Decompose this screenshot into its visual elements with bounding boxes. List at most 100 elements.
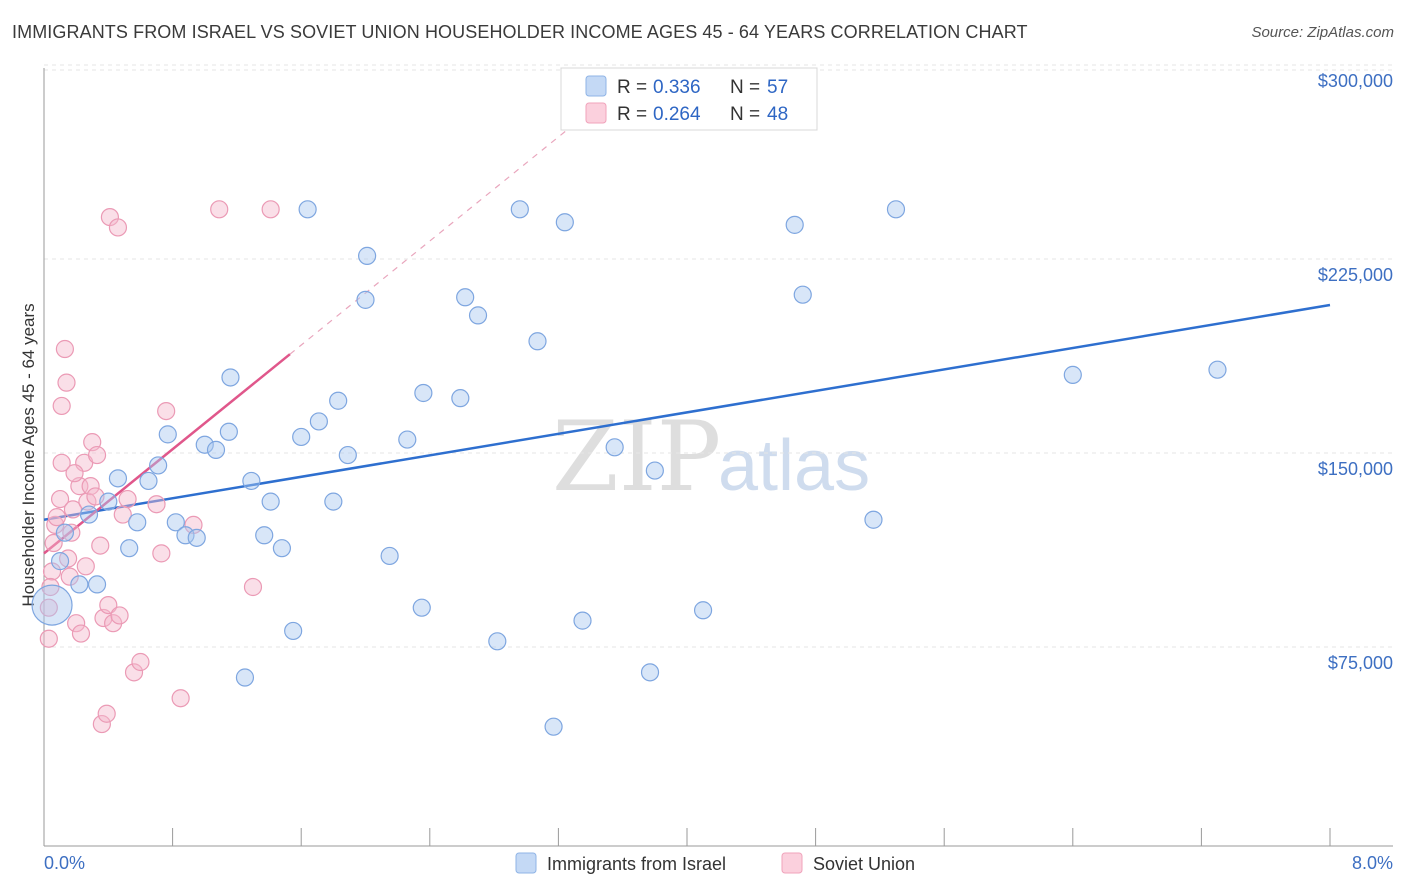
data-point-soviet (41, 577, 60, 597)
data-point-israel (272, 539, 292, 558)
data-point-israel (640, 663, 660, 682)
data-point-israel (99, 492, 118, 511)
trend-lines (43, 123, 1331, 555)
data-point-soviet (47, 508, 66, 527)
data-point-soviet (108, 218, 128, 237)
data-point-israel (70, 575, 89, 594)
bottom-legend-swatch-israel (515, 852, 537, 874)
data-point-israel (412, 598, 431, 617)
data-point-israel (139, 471, 158, 491)
x-tick-label-min: 0.0% (44, 853, 85, 873)
data-point-israel (544, 717, 563, 736)
data-point-soviet (91, 536, 110, 555)
data-point-israel (221, 368, 240, 387)
legend-r-label-israel: R = (617, 77, 647, 98)
data-point-soviet (210, 200, 229, 219)
data-point-israel (864, 510, 883, 529)
trend-line-israel (43, 303, 1331, 521)
legend-swatch-soviet (585, 102, 607, 124)
data-point-israel (456, 288, 475, 307)
data-point-israel (414, 383, 433, 403)
data-point-israel (128, 513, 147, 532)
chart-title: IMMIGRANTS FROM ISRAEL VS SOVIET UNION H… (12, 22, 1028, 42)
data-point-israel (235, 668, 255, 687)
legend-r-value-soviet: 0.264 (653, 104, 701, 125)
gridlines (44, 64, 1393, 648)
data-point-israel (605, 438, 624, 457)
data-point-israel (356, 290, 375, 309)
data-point-soviet (39, 598, 58, 617)
legend-n-value-israel: 57 (767, 77, 788, 98)
data-point-israel (79, 505, 99, 524)
data-point-israel (338, 445, 357, 465)
data-point-soviet (261, 200, 280, 219)
trend-line-soviet-dashed (289, 123, 575, 355)
data-point-israel (329, 391, 348, 410)
data-point-israel (87, 575, 107, 594)
data-point-soviet (67, 614, 86, 633)
data-point-israel (292, 427, 311, 447)
data-point-israel (120, 539, 139, 558)
data-point-soviet (118, 489, 137, 509)
data-point-soviet (71, 624, 91, 643)
data-point-soviet (44, 533, 63, 553)
data-point-israel (468, 306, 488, 325)
data-point-israel (886, 200, 906, 219)
y-tick-label: $225,000 (1318, 265, 1393, 285)
bottom-legend-soviet: Soviet Union (813, 854, 915, 874)
data-point-israel (284, 621, 303, 641)
y-tick-label: $150,000 (1318, 459, 1393, 479)
y-tick-label: $300,000 (1318, 71, 1393, 91)
source-label: Source: ZipAtlas.com (1251, 24, 1394, 41)
data-point-israel (645, 461, 664, 480)
data-point-soviet (50, 489, 70, 509)
axes (43, 68, 1393, 847)
data-point-israel (1063, 365, 1082, 384)
watermark-zip: ZIP (552, 401, 721, 513)
data-point-israel (451, 389, 470, 408)
legend-n-label-soviet: N = (730, 104, 760, 125)
data-point-soviet (171, 689, 190, 708)
data-point-israel (510, 200, 529, 219)
data-point-soviet (87, 445, 107, 465)
data-point-soviet (62, 523, 81, 542)
data-point-israel (176, 526, 195, 545)
data-point-soviet (57, 373, 76, 392)
data-point-soviet (97, 704, 116, 723)
data-point-soviet (131, 652, 150, 672)
data-point-israel (206, 440, 226, 459)
data-point-israel (793, 285, 812, 304)
bottom-legend-israel: Immigrants from Israel (547, 854, 726, 874)
data-point-soviet (65, 464, 84, 483)
data-point-soviet (99, 595, 118, 615)
data-point-israel (261, 492, 280, 511)
data-point-israel (785, 215, 804, 234)
data-point-israel (528, 332, 547, 351)
data-point-israel (50, 552, 70, 571)
data-point-israel (488, 632, 507, 651)
data-point-israel (242, 471, 261, 491)
data-point-soviet (81, 477, 100, 496)
legend-r-value-israel: 0.336 (653, 77, 701, 98)
data-point-soviet (157, 401, 176, 421)
watermark-atlas: atlas (718, 426, 870, 506)
data-point-soviet (152, 544, 171, 563)
legend-n-value-soviet: 48 (767, 104, 788, 125)
data-point-soviet (52, 453, 71, 472)
data-point-israel (108, 469, 128, 488)
data-point-israel (1208, 360, 1227, 379)
data-point-soviet (60, 567, 79, 586)
data-point-israel (195, 435, 214, 454)
data-point-soviet (63, 500, 83, 519)
data-point-soviet (39, 629, 58, 648)
legend-swatch-israel (585, 75, 607, 97)
data-point-israel (166, 513, 185, 532)
data-point-israel (573, 611, 592, 630)
data-point-israel (31, 584, 73, 626)
y-tick-label: $75,000 (1328, 653, 1393, 673)
data-point-soviet (147, 495, 166, 514)
y-tick-labels: $75,000 $150,000 $225,000 $300,000 (1318, 71, 1393, 673)
bottom-legend-swatch-soviet (781, 852, 803, 874)
x-tick-label-max: 8.0% (1352, 853, 1393, 873)
data-point-soviet (243, 577, 263, 597)
